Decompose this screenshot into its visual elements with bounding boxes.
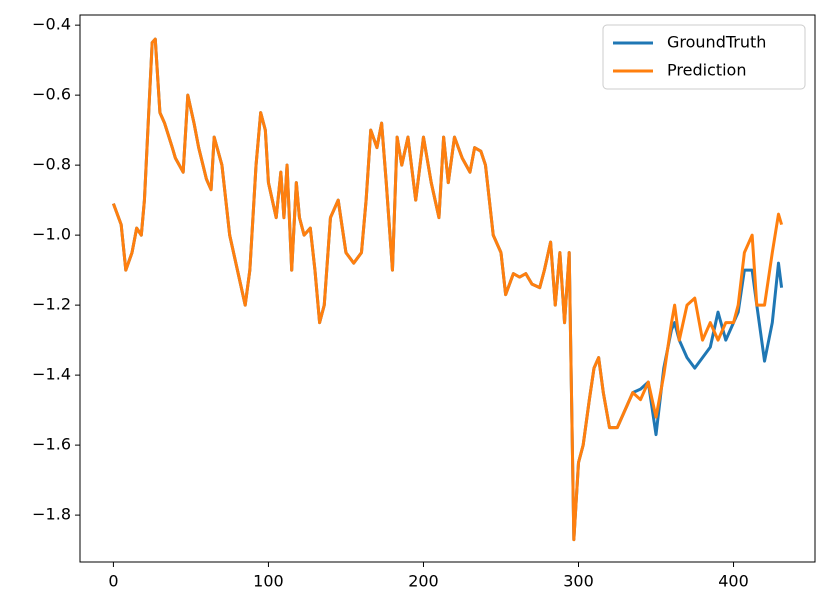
x-tick-label: 400 xyxy=(718,572,749,591)
y-tick-label: −1.0 xyxy=(32,225,71,244)
y-tick-label: −0.4 xyxy=(32,15,71,34)
legend-label: Prediction xyxy=(667,61,746,80)
x-tick-label: 0 xyxy=(108,572,118,591)
y-tick-label: −1.6 xyxy=(32,435,71,454)
y-tick-label: −1.4 xyxy=(32,365,71,384)
y-tick-label: −0.6 xyxy=(32,85,71,104)
legend-label: GroundTruth xyxy=(667,33,766,52)
legend-box xyxy=(602,24,806,90)
y-tick-label: −1.2 xyxy=(32,295,71,314)
series-line xyxy=(112,37,784,542)
plot-frame xyxy=(79,14,816,563)
y-tick-label: −0.8 xyxy=(32,155,71,174)
x-tick-label: 200 xyxy=(408,572,439,591)
x-tick-label: 300 xyxy=(563,572,594,591)
x-tick-label: 100 xyxy=(253,572,284,591)
series-line xyxy=(112,37,784,542)
y-tick-label: −1.8 xyxy=(32,505,71,524)
